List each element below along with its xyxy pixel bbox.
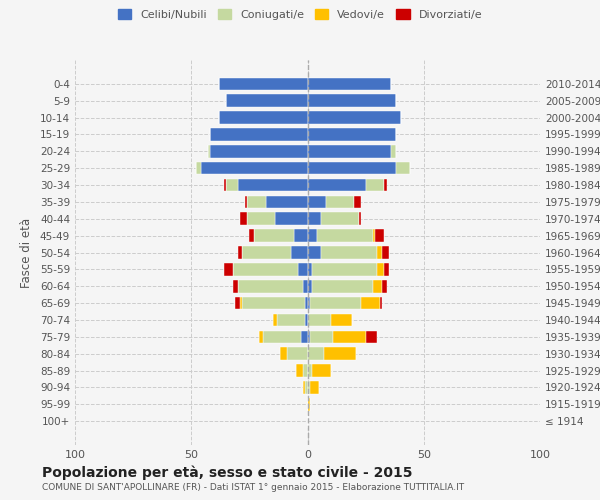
Bar: [377, 246, 382, 259]
Bar: [272, 314, 277, 326]
Bar: [396, 162, 410, 174]
Bar: [233, 263, 298, 276]
Bar: [326, 196, 354, 208]
Bar: [382, 246, 389, 259]
Bar: [308, 94, 396, 107]
Bar: [250, 230, 254, 242]
Bar: [266, 196, 308, 208]
Bar: [240, 212, 247, 225]
Bar: [308, 145, 391, 158]
Bar: [308, 196, 326, 208]
Bar: [308, 330, 310, 343]
Bar: [384, 178, 386, 192]
Bar: [308, 314, 331, 326]
Bar: [382, 280, 386, 292]
Bar: [303, 364, 308, 377]
Bar: [308, 128, 396, 141]
Bar: [224, 178, 226, 192]
Bar: [375, 230, 384, 242]
Y-axis label: Fasce di età: Fasce di età: [20, 218, 33, 288]
Legend: Celibi/Nubili, Coniugati/e, Vedovi/e, Divorziati/e: Celibi/Nubili, Coniugati/e, Vedovi/e, Di…: [115, 6, 485, 23]
Bar: [296, 364, 303, 377]
Bar: [377, 263, 384, 276]
Bar: [308, 230, 317, 242]
Bar: [305, 381, 308, 394]
Bar: [238, 178, 308, 192]
Bar: [247, 196, 266, 208]
Bar: [247, 212, 275, 225]
Bar: [240, 297, 242, 310]
Bar: [308, 78, 391, 90]
Bar: [275, 212, 308, 225]
Bar: [242, 246, 291, 259]
Bar: [291, 246, 308, 259]
Bar: [380, 297, 382, 310]
Bar: [259, 330, 263, 343]
Bar: [308, 297, 310, 310]
Bar: [219, 111, 308, 124]
Bar: [354, 196, 361, 208]
Bar: [312, 263, 377, 276]
Bar: [308, 398, 310, 410]
Bar: [317, 230, 373, 242]
Bar: [235, 297, 240, 310]
Bar: [263, 330, 301, 343]
Bar: [226, 178, 238, 192]
Bar: [277, 314, 305, 326]
Bar: [196, 162, 200, 174]
Bar: [361, 297, 380, 310]
Bar: [200, 162, 308, 174]
Bar: [310, 381, 319, 394]
Bar: [308, 348, 324, 360]
Bar: [210, 128, 308, 141]
Bar: [308, 246, 322, 259]
Bar: [303, 280, 308, 292]
Bar: [308, 364, 312, 377]
Bar: [303, 381, 305, 394]
Bar: [238, 246, 242, 259]
Bar: [308, 263, 312, 276]
Bar: [242, 297, 305, 310]
Bar: [391, 145, 396, 158]
Bar: [365, 330, 377, 343]
Bar: [305, 297, 308, 310]
Text: Popolazione per età, sesso e stato civile - 2015: Popolazione per età, sesso e stato civil…: [42, 465, 413, 479]
Bar: [373, 280, 382, 292]
Bar: [224, 263, 233, 276]
Bar: [312, 280, 373, 292]
Bar: [293, 230, 308, 242]
Bar: [208, 145, 210, 158]
Bar: [322, 246, 377, 259]
Bar: [301, 330, 308, 343]
Bar: [333, 330, 365, 343]
Bar: [219, 78, 308, 90]
Bar: [308, 280, 312, 292]
Bar: [308, 178, 365, 192]
Bar: [308, 212, 322, 225]
Bar: [384, 263, 389, 276]
Bar: [322, 212, 359, 225]
Bar: [324, 348, 356, 360]
Bar: [226, 94, 308, 107]
Bar: [365, 178, 384, 192]
Bar: [373, 230, 375, 242]
Bar: [310, 297, 361, 310]
Bar: [359, 212, 361, 225]
Bar: [245, 196, 247, 208]
Bar: [312, 364, 331, 377]
Bar: [308, 381, 310, 394]
Bar: [254, 230, 293, 242]
Bar: [308, 162, 396, 174]
Text: COMUNE DI SANT'APOLLINARE (FR) - Dati ISTAT 1° gennaio 2015 - Elaborazione TUTTI: COMUNE DI SANT'APOLLINARE (FR) - Dati IS…: [42, 482, 464, 492]
Bar: [310, 330, 333, 343]
Bar: [298, 263, 308, 276]
Bar: [305, 314, 308, 326]
Bar: [280, 348, 287, 360]
Bar: [210, 145, 308, 158]
Bar: [287, 348, 308, 360]
Bar: [233, 280, 238, 292]
Bar: [308, 111, 401, 124]
Bar: [331, 314, 352, 326]
Bar: [238, 280, 303, 292]
